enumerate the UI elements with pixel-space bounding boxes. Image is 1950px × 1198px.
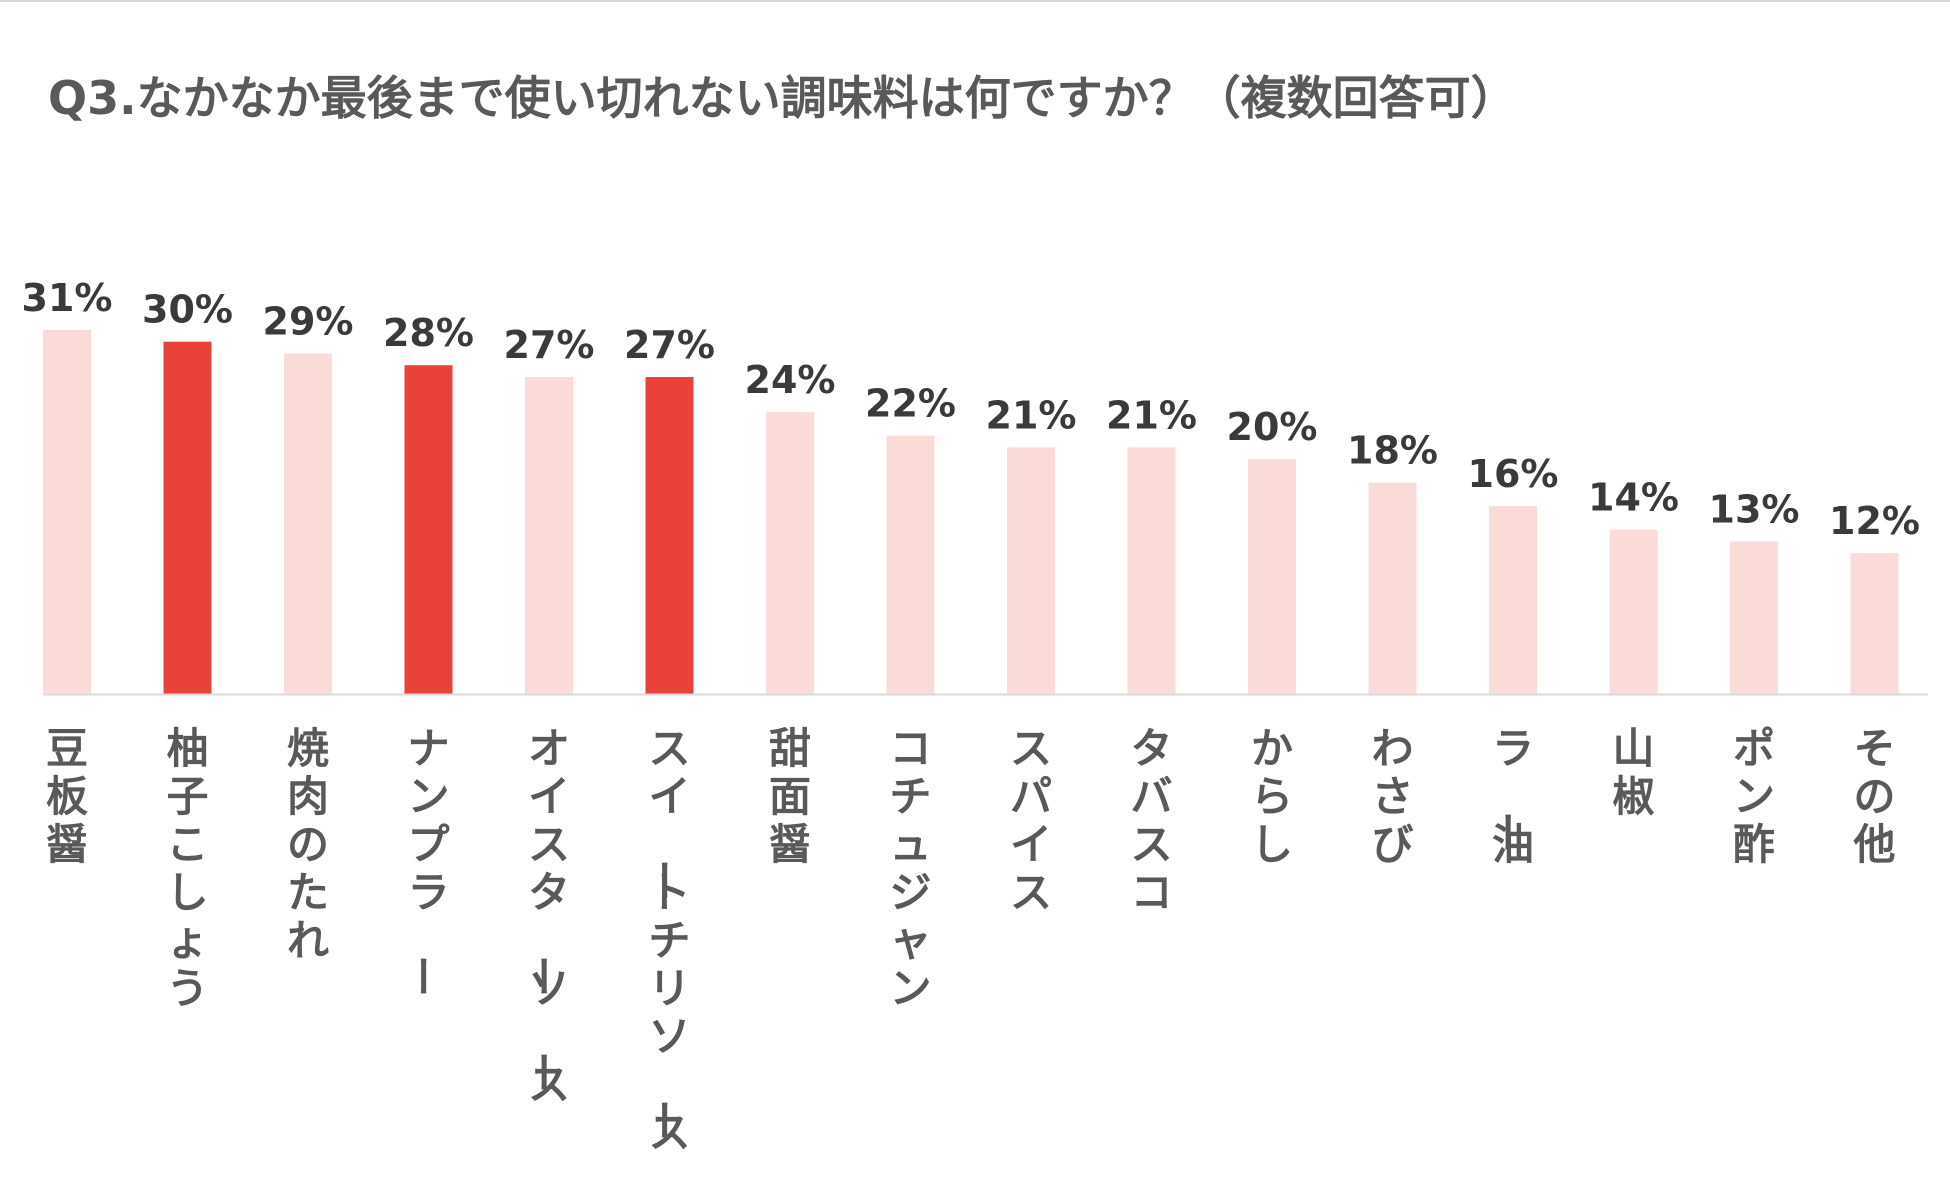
category-label-5: オイスターソース bbox=[518, 724, 570, 1109]
category-label-3: 焼肉のたれ bbox=[287, 724, 329, 965]
value-label-12: 18% bbox=[1347, 429, 1438, 473]
bar-13 bbox=[1489, 506, 1537, 694]
bar-16 bbox=[1850, 553, 1899, 694]
value-label-11: 20% bbox=[1227, 405, 1318, 449]
value-label-9: 21% bbox=[986, 393, 1077, 437]
bar-2 bbox=[163, 341, 212, 694]
value-label-15: 13% bbox=[1709, 487, 1800, 531]
category-label-13: ラー油 bbox=[1482, 724, 1534, 869]
category-label-15: ポン酢 bbox=[1733, 724, 1775, 869]
category-label-14: 山椒 bbox=[1612, 724, 1654, 821]
value-label-7: 24% bbox=[745, 358, 836, 402]
category-label-10: タバスコ bbox=[1130, 724, 1172, 917]
bar-14 bbox=[1609, 529, 1658, 694]
category-label-12: わさび bbox=[1371, 724, 1413, 869]
category-label-2: 柚子こしょう bbox=[166, 724, 208, 1013]
value-label-16: 12% bbox=[1829, 499, 1920, 543]
category-label-11: からし bbox=[1251, 724, 1293, 869]
category-label-7: 甜面醤 bbox=[769, 724, 811, 869]
bar-1 bbox=[43, 330, 91, 694]
value-label-6: 27% bbox=[624, 323, 715, 367]
category-label-16: その他 bbox=[1852, 724, 1895, 869]
bar-10 bbox=[1127, 447, 1176, 694]
value-label-5: 27% bbox=[504, 323, 595, 367]
top-border bbox=[0, 0, 1950, 2]
value-label-8: 22% bbox=[865, 382, 956, 426]
bar-15 bbox=[1730, 541, 1778, 694]
category-label-1: 豆板醤 bbox=[46, 724, 88, 869]
value-label-1: 31% bbox=[22, 276, 113, 320]
value-label-4: 28% bbox=[383, 311, 474, 355]
value-label-3: 29% bbox=[263, 300, 354, 344]
bar-8 bbox=[886, 435, 935, 694]
value-label-2: 30% bbox=[142, 288, 233, 332]
bar-12 bbox=[1368, 482, 1417, 694]
category-label-8: コチュジャン bbox=[889, 724, 931, 1013]
bar-7 bbox=[766, 412, 814, 694]
bar-3 bbox=[284, 353, 332, 694]
category-label-6: スイートチリソース bbox=[638, 724, 690, 1157]
category-label-4: ナンプラー bbox=[397, 724, 449, 997]
value-label-10: 21% bbox=[1106, 393, 1197, 437]
bar-11 bbox=[1248, 459, 1296, 694]
bar-4 bbox=[404, 365, 453, 694]
value-label-13: 16% bbox=[1468, 452, 1559, 496]
value-label-14: 14% bbox=[1588, 476, 1679, 520]
category-label-9: スパイス bbox=[1010, 724, 1052, 917]
bar-5 bbox=[525, 377, 573, 694]
bar-9 bbox=[1007, 447, 1055, 694]
chart-title: Q3.なかなか最後まで使い切れない調味料は何ですか？（複数回答可） bbox=[48, 71, 1517, 125]
bar-6 bbox=[645, 377, 694, 694]
